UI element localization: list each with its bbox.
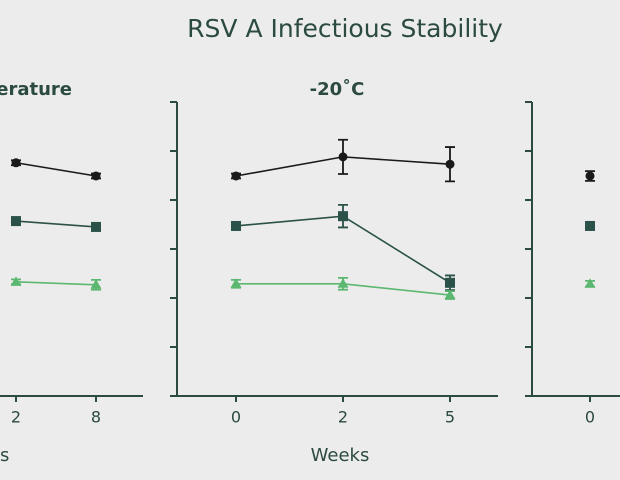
point xyxy=(11,216,21,227)
series-line xyxy=(15,281,97,286)
series-line xyxy=(15,161,97,177)
point xyxy=(585,171,595,181)
point xyxy=(337,278,349,288)
point xyxy=(91,221,101,232)
panel-title: erature xyxy=(0,79,72,100)
x-tick-label: 2 xyxy=(338,408,348,427)
panel-title: -20˚C xyxy=(310,78,365,100)
x-axis-label: Weeks xyxy=(311,445,370,466)
x-tick-label: 8 xyxy=(91,408,101,427)
point xyxy=(585,220,595,231)
x-axis-label: s xyxy=(0,445,9,466)
x-tick-label: 0 xyxy=(585,408,595,427)
point xyxy=(11,158,21,168)
point xyxy=(91,171,101,181)
point xyxy=(338,152,348,162)
point xyxy=(10,276,22,286)
point xyxy=(231,220,241,231)
series-line xyxy=(15,220,97,228)
x-tick-label: 0 xyxy=(231,408,241,427)
chart-title: RSV A Infectious Stability xyxy=(187,14,503,43)
point xyxy=(445,159,455,169)
point xyxy=(444,289,456,300)
point xyxy=(230,278,242,288)
x-tick-label: 2 xyxy=(11,408,21,427)
point xyxy=(584,278,596,288)
x-tick-label: 5 xyxy=(445,408,455,427)
point xyxy=(90,279,102,289)
point xyxy=(338,211,348,222)
point xyxy=(445,277,455,288)
point xyxy=(231,171,241,181)
